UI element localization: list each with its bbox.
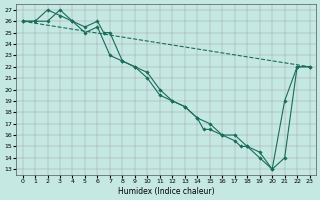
X-axis label: Humidex (Indice chaleur): Humidex (Indice chaleur) bbox=[118, 187, 214, 196]
